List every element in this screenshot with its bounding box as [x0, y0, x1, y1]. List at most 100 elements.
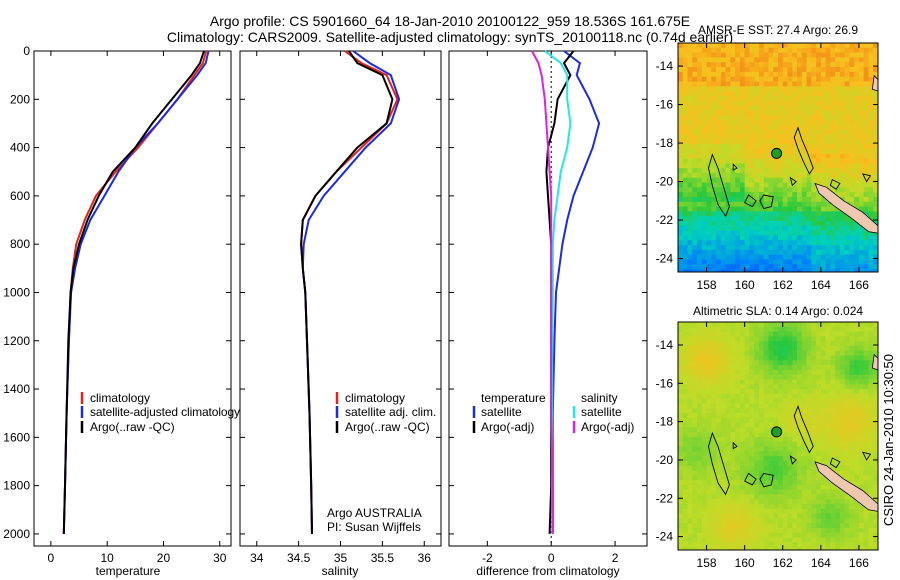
field-cell: [849, 413, 855, 419]
field-cell: [692, 230, 698, 236]
field-cell: [820, 350, 827, 357]
field-cell: [849, 374, 855, 381]
field-cell: [730, 235, 736, 241]
field-cell: [844, 43, 851, 49]
field-cell: [811, 389, 817, 395]
field-cell: [811, 182, 817, 188]
field-cell: [730, 245, 736, 251]
field-cell: [735, 484, 741, 491]
field-cell: [687, 216, 693, 222]
field-cell: [682, 245, 689, 251]
field-cell: [759, 225, 765, 232]
field-cell: [749, 475, 755, 481]
field-cell: [825, 369, 831, 376]
field-cell: [782, 508, 789, 515]
field-cell: [863, 76, 870, 83]
field-cell: [835, 221, 841, 227]
field-cell: [682, 230, 689, 236]
field-cell: [716, 95, 722, 102]
field-cell: [716, 374, 722, 381]
field-cell: [792, 326, 798, 333]
field-cell: [725, 537, 731, 543]
field-cell: [759, 158, 765, 164]
field-cell: [735, 95, 741, 102]
field-cell: [720, 134, 727, 140]
field-cell: [873, 211, 878, 217]
field-cell: [744, 528, 751, 534]
field-cell: [725, 365, 731, 371]
field-cell: [839, 360, 846, 366]
field-cell: [849, 201, 855, 208]
field-cell: [811, 100, 817, 107]
field-cell: [778, 470, 784, 476]
field-cell: [868, 355, 874, 361]
field-cell: [839, 71, 846, 78]
field-cell: [763, 460, 770, 467]
field-cell: [859, 67, 865, 73]
field-cell: [839, 398, 846, 404]
field-cell: [730, 216, 736, 222]
series-line-argo: [62, 50, 205, 534]
field-cell: [811, 201, 817, 208]
field-cell: [768, 225, 774, 232]
field-cell: [725, 91, 731, 97]
field-cell: [797, 403, 803, 409]
field-cell: [835, 489, 841, 495]
field-cell: [868, 456, 874, 462]
field-cell: [811, 168, 817, 174]
field-cell: [816, 100, 822, 107]
field-cell: [830, 379, 836, 385]
field-cell: [873, 427, 878, 433]
field-cell: [754, 432, 760, 438]
field-cell: [692, 499, 698, 505]
field-cell: [782, 187, 789, 193]
field-cell: [692, 76, 698, 83]
field-cell: [678, 71, 684, 78]
field-cell: [682, 76, 689, 83]
field-cell: [830, 393, 836, 400]
sla-field: [678, 322, 878, 550]
field-cell: [711, 413, 717, 419]
field-cell: [754, 124, 760, 131]
field-cell: [754, 153, 760, 160]
field-cell: [820, 528, 827, 534]
field-cell: [835, 129, 841, 135]
field-cell: [735, 81, 741, 87]
field-cell: [730, 192, 736, 198]
field-cell: [811, 326, 817, 333]
field-cell: [797, 192, 803, 198]
field-cell: [782, 115, 789, 121]
field-cell: [730, 81, 736, 87]
field-cell: [816, 225, 822, 232]
field-cell: [763, 43, 770, 49]
field-cell: [744, 235, 751, 241]
field-cell: [778, 350, 784, 357]
field-cell: [868, 422, 874, 428]
sla-map-title: Altimetric SLA: 0.14 Argo: 0.024: [693, 304, 863, 318]
field-cell: [759, 345, 765, 352]
field-cell: [797, 513, 803, 519]
field-cell: [739, 225, 746, 232]
field-cell: [735, 115, 741, 121]
field-cell: [773, 249, 779, 256]
field-cell: [792, 168, 798, 174]
field-cell: [678, 67, 684, 73]
field-cell: [830, 365, 836, 371]
field-cell: [759, 504, 765, 510]
field-cell: [744, 360, 751, 366]
field-cell: [768, 427, 774, 433]
field-cell: [806, 484, 812, 491]
field-cell: [692, 168, 698, 174]
legend-label-climatology: climatology: [90, 391, 150, 405]
field-cell: [844, 408, 851, 414]
field-cell: [749, 211, 755, 217]
field-cell: [735, 216, 741, 222]
field-cell: [811, 398, 817, 404]
field-cell: [763, 369, 770, 376]
field-cell: [849, 172, 855, 179]
field-cell: [811, 441, 817, 448]
field-cell: [749, 393, 755, 400]
sla-coastlines: [708, 353, 878, 512]
field-cell: [801, 384, 808, 390]
field-cell: [716, 408, 722, 414]
